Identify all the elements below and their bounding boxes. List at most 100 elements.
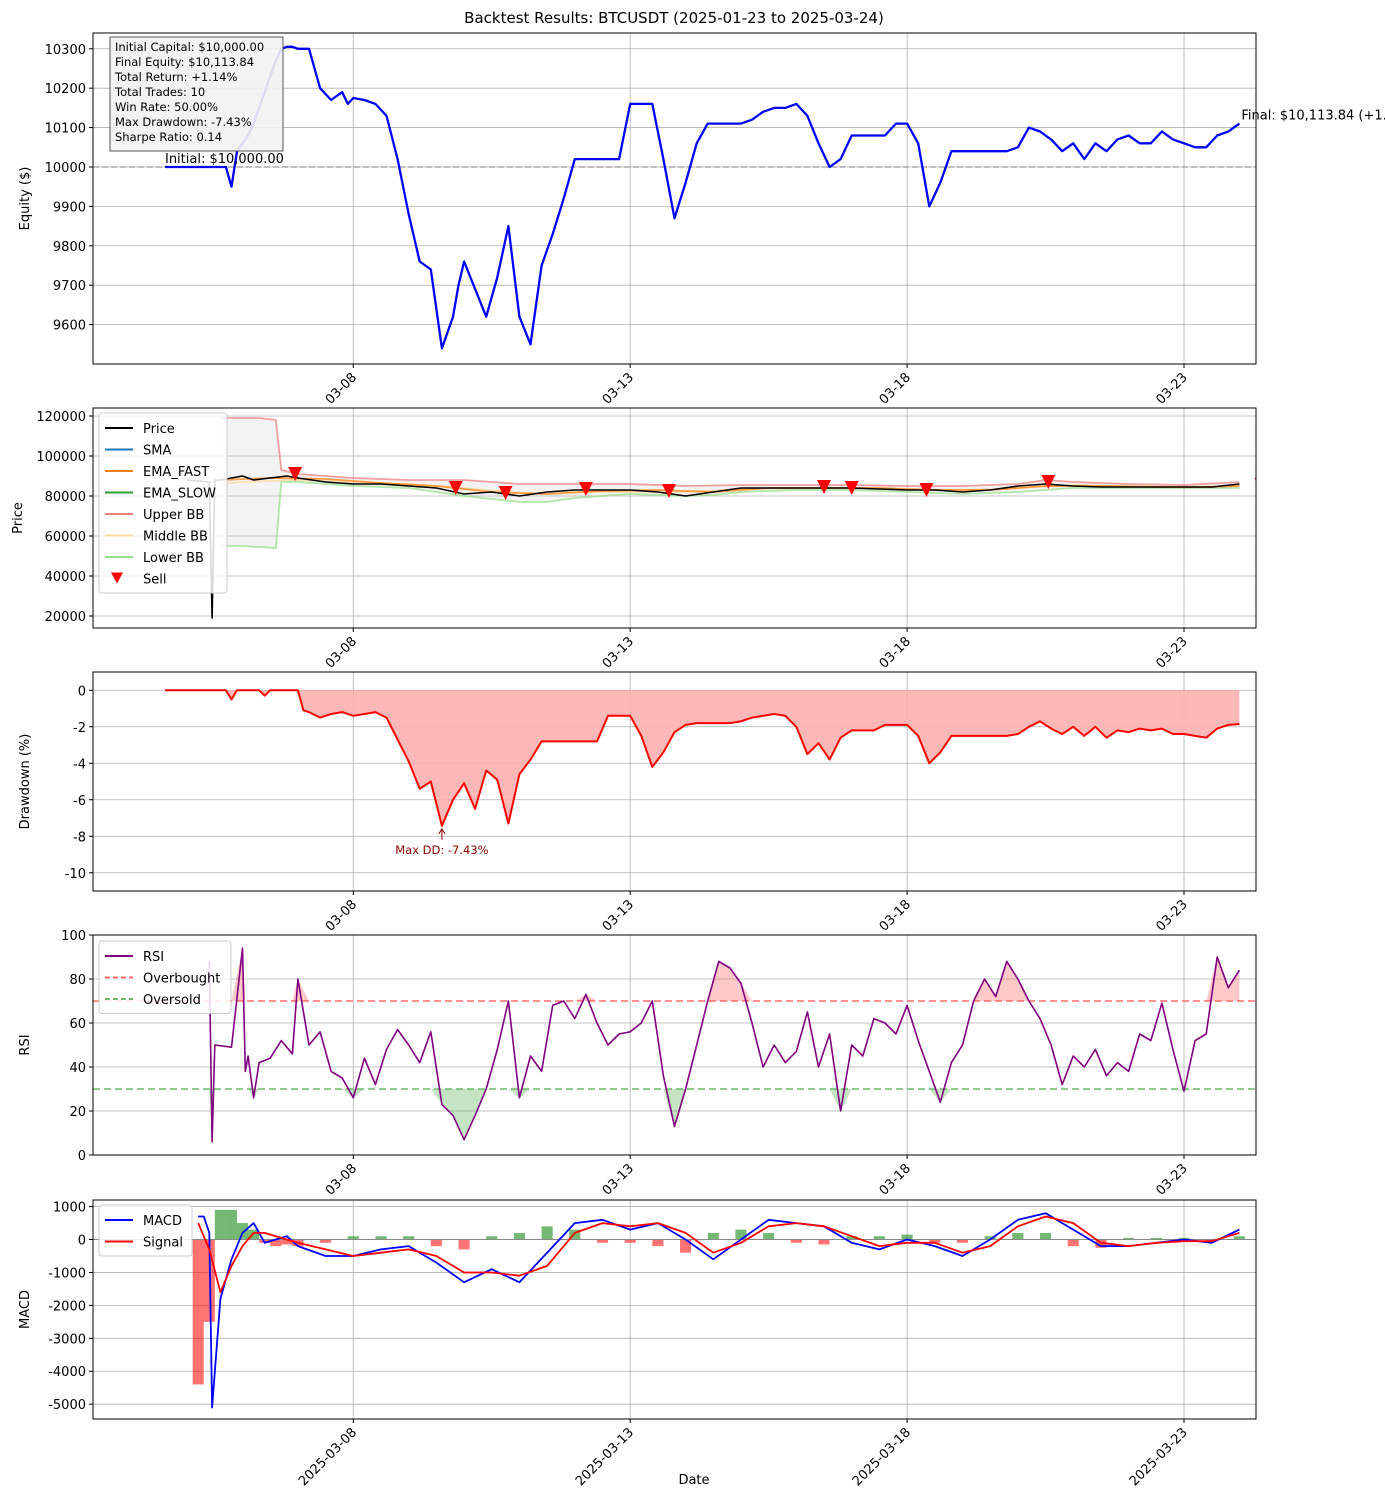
x-tick-label: 03-08 <box>323 370 360 407</box>
x-tick-label: 03-08 <box>323 1161 360 1198</box>
histogram-bar <box>430 1239 442 1247</box>
sell-marker <box>919 483 934 497</box>
legend-sell-marker <box>111 572 123 584</box>
legend-box <box>98 940 232 1014</box>
plot-frame <box>92 671 1257 892</box>
y-tick-label: -10 <box>65 867 86 882</box>
y-tick-label: 20 <box>69 1105 86 1120</box>
y-tick-label: 100 <box>61 929 86 944</box>
x-tick-label: 03-13 <box>600 897 637 934</box>
y-tick-label: 0 <box>78 684 86 699</box>
macd-line <box>198 1212 1240 1409</box>
initial-label: Initial: $10,000.00 <box>165 152 284 167</box>
histogram-bar <box>192 1239 204 1385</box>
y-tick-label: -2 <box>73 721 86 736</box>
histogram-bar <box>1067 1239 1079 1247</box>
upper-bb-line <box>220 417 1240 487</box>
histogram-bar <box>1150 1237 1162 1240</box>
stats-line: Win Rate: 50.00% <box>115 100 218 114</box>
histogram-bar <box>248 1229 260 1240</box>
plot-frame <box>92 934 1257 1156</box>
histogram-bar <box>513 1232 525 1240</box>
y-tick-label: 9800 <box>53 240 86 255</box>
sell-marker <box>817 480 832 494</box>
y-tick-label: 40000 <box>45 570 86 585</box>
x-axis-label: Date <box>678 1473 709 1488</box>
sell-marker <box>578 482 593 496</box>
rsi-line <box>208 947 1241 1143</box>
rsi-plot-area <box>93 947 1256 1143</box>
y-tick-label: -8 <box>73 830 86 845</box>
legend-label: Oversold <box>143 993 201 1008</box>
max-dd-label: Max DD: -7.43% <box>395 843 488 857</box>
signal-line <box>197 1215 1240 1294</box>
macd-plot-area <box>93 1209 1256 1409</box>
legend-label: Upper BB <box>143 508 204 523</box>
x-tick-label: 2025-03-18 <box>850 1425 914 1489</box>
x-tick-label: 2025-03-08 <box>296 1425 360 1489</box>
y-tick-label: 40 <box>69 1061 86 1076</box>
legend-label: Middle BB <box>143 530 208 545</box>
histogram-bar <box>1040 1232 1052 1240</box>
histogram-bar <box>236 1223 249 1240</box>
histogram-bar <box>956 1239 969 1243</box>
sell-marker <box>1254 478 1256 481</box>
legend-label: SMA <box>143 444 171 459</box>
y-tick-label: 20000 <box>45 610 86 625</box>
legend-label: RSI <box>143 950 164 965</box>
y-axis-label: Drawdown (%) <box>18 734 33 830</box>
y-tick-label: -2000 <box>48 1299 86 1314</box>
histogram-bar <box>1123 1237 1135 1240</box>
sell-marker <box>844 481 859 495</box>
legend-label: MACD <box>143 1214 182 1229</box>
histogram-bar <box>225 1209 237 1240</box>
drawdown-panel: -10 -8 -6 -4 -2 0 03-08 03-13 03-18 03-23 Drawdown… <box>18 671 1257 935</box>
histogram-bar <box>1012 1232 1024 1240</box>
x-tick-label: 03-13 <box>600 634 637 671</box>
sell-marker <box>1041 475 1056 489</box>
x-tick-label: 03-08 <box>323 897 360 934</box>
equity-line <box>165 45 1241 350</box>
y-tick-label: -4000 <box>48 1365 86 1380</box>
stats-line: Final Equity: $10,113.84 <box>115 55 254 69</box>
equity-plot-area <box>93 45 1256 350</box>
histogram-bar <box>596 1239 609 1243</box>
y-tick-label: 80 <box>69 973 86 988</box>
x-tick-label: 03-18 <box>877 634 914 671</box>
y-tick-label: 0 <box>78 1234 86 1249</box>
histogram-bar <box>347 1236 359 1240</box>
x-tick-label: 2025-03-23 <box>1127 1425 1191 1489</box>
histogram-bar <box>270 1239 282 1247</box>
y-tick-label: -6 <box>73 794 86 809</box>
histogram-bar <box>818 1239 830 1245</box>
macd-panel: -5000 -4000 -3000 -2000 -1000 0 1000 2025-03-08… <box>18 1199 1257 1489</box>
x-tick-label: 03-23 <box>1154 897 1191 934</box>
histogram-bar <box>846 1236 858 1240</box>
y-tick-label: 0 <box>78 1149 86 1164</box>
histogram-bar <box>652 1239 664 1247</box>
histogram-bar <box>873 1236 885 1240</box>
y-tick-label: 10200 <box>45 82 86 97</box>
legend-label: Signal <box>143 1236 183 1251</box>
histogram-bar <box>375 1236 387 1240</box>
histogram-bar <box>901 1234 913 1240</box>
y-axis-label: Equity ($) <box>18 167 33 231</box>
histogram-bar <box>486 1236 498 1240</box>
x-tick-label: 03-13 <box>600 1161 637 1198</box>
legend-label: Overbought <box>143 972 220 987</box>
x-tick-label: 03-13 <box>600 370 637 407</box>
x-tick-label: 03-18 <box>877 1161 914 1198</box>
y-axis-label: Price <box>11 502 26 534</box>
y-axis-label: MACD <box>18 1290 33 1329</box>
stats-line: Total Trades: 10 <box>114 85 205 99</box>
histogram-bar <box>458 1239 470 1250</box>
legend-label: Price <box>143 422 175 437</box>
histogram-bar <box>624 1239 636 1243</box>
histogram-bar <box>790 1239 802 1243</box>
x-tick-label: 03-08 <box>323 634 360 671</box>
x-tick-label: 2025-03-13 <box>573 1425 637 1489</box>
histogram-bar <box>569 1229 581 1240</box>
y-tick-label: 120000 <box>36 410 86 425</box>
legend-label: EMA_SLOW <box>143 487 216 502</box>
